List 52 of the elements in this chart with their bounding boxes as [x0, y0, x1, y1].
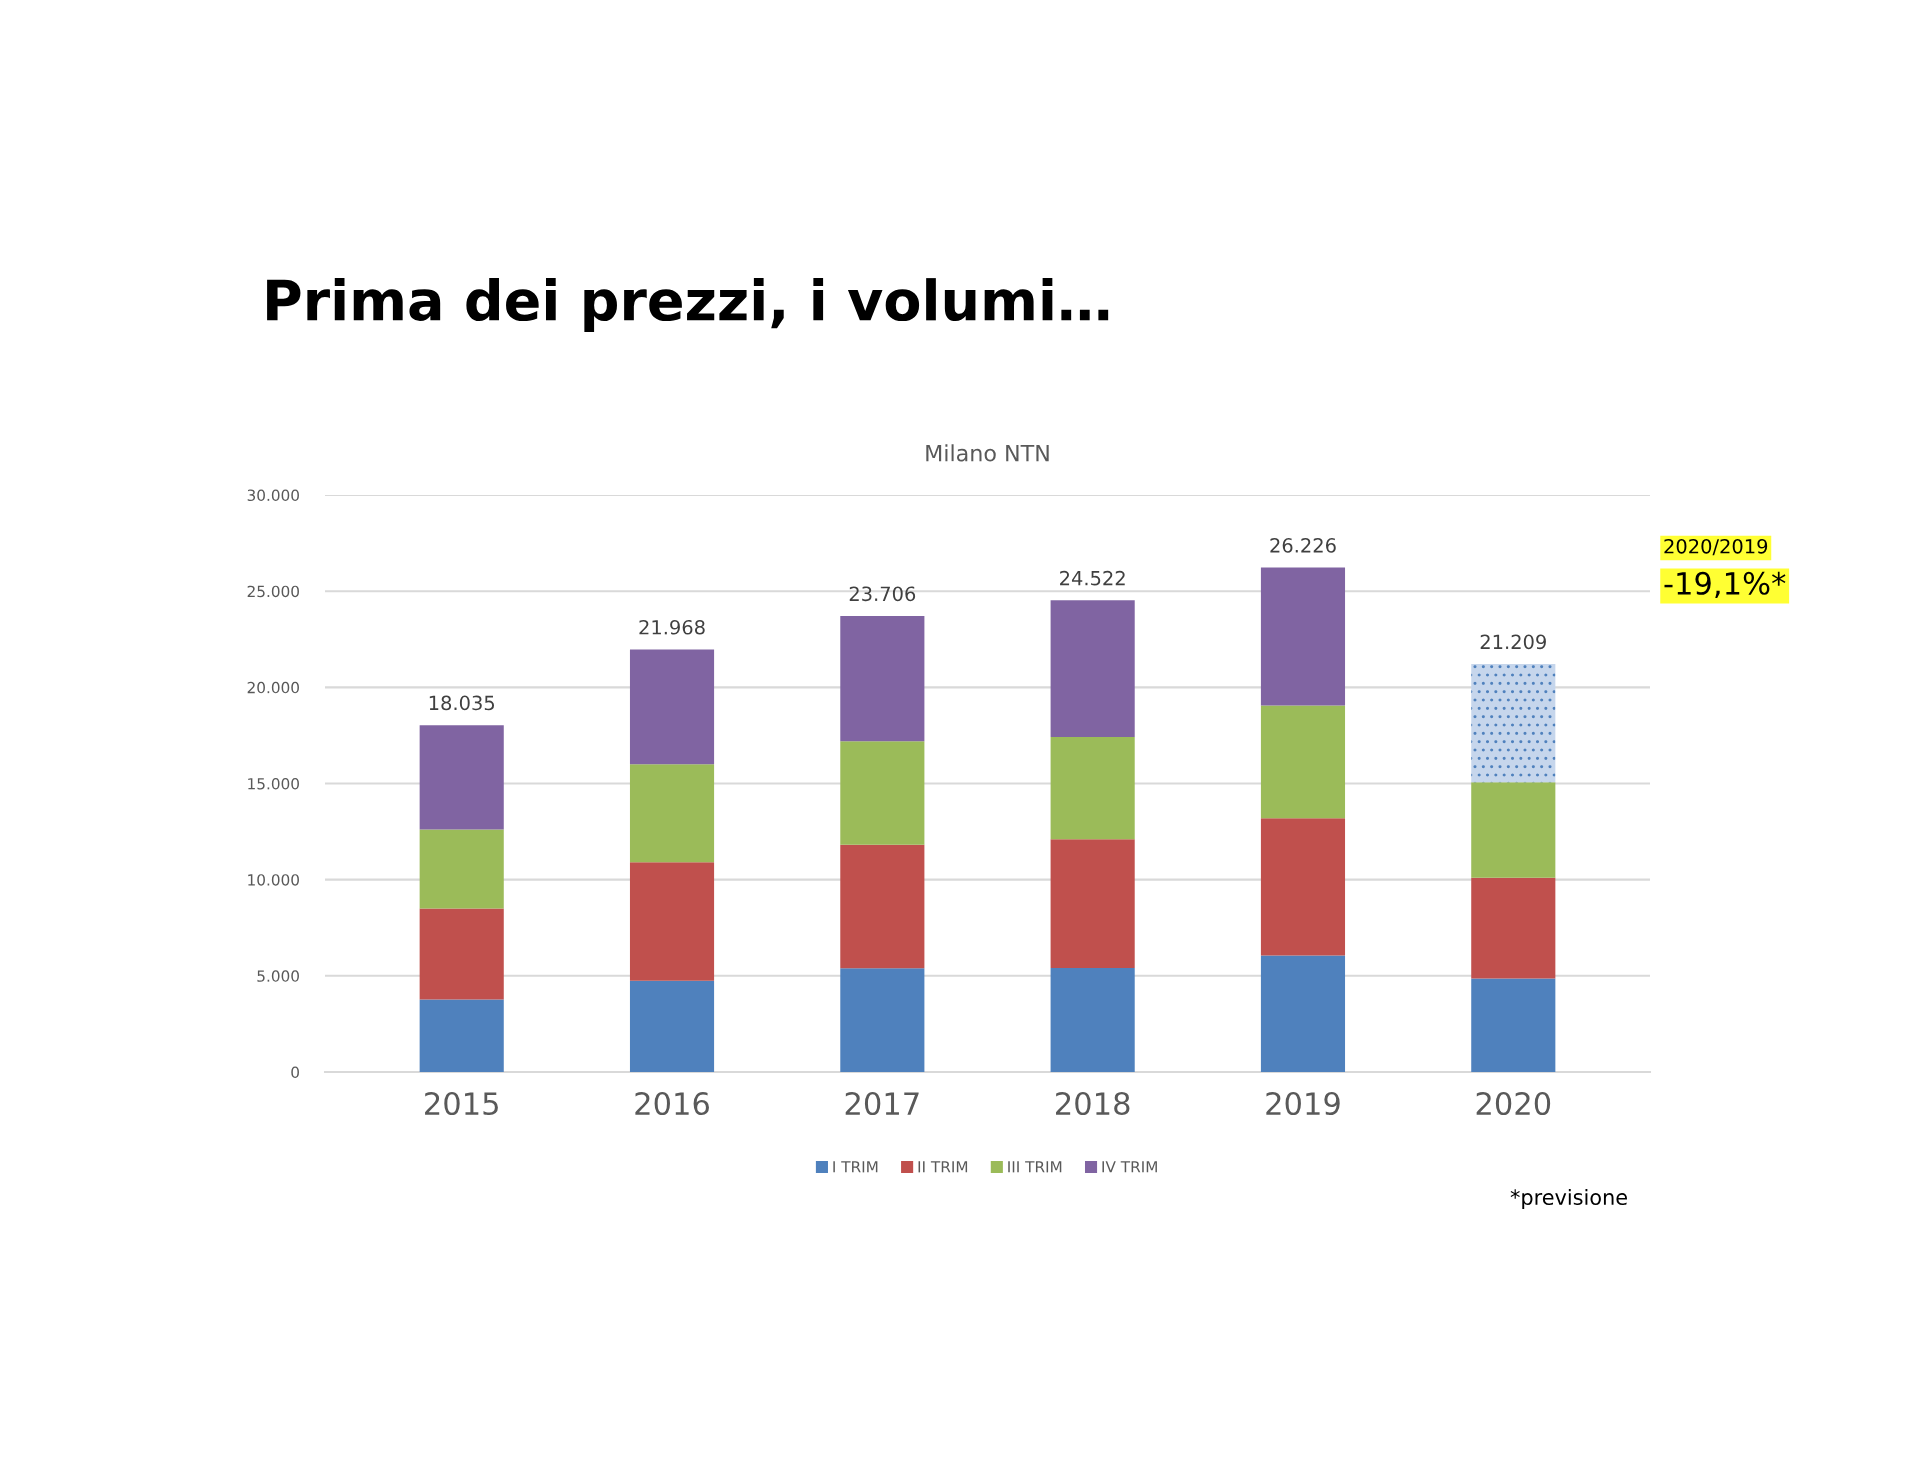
bar [629, 980, 715, 1072]
total-label: 18.035 [429, 695, 495, 711]
y-tick-label: 25.000 [247, 585, 299, 598]
bar [840, 741, 925, 845]
bar [840, 844, 925, 969]
bar [1050, 967, 1135, 1072]
bar [1471, 664, 1556, 783]
bar [1471, 877, 1556, 979]
text: -19,1%* [1664, 571, 1786, 598]
x-tick-label: 2016 [635, 1091, 709, 1116]
bar [1050, 839, 1135, 968]
total-label: 21.968 [639, 619, 705, 635]
bar [629, 862, 715, 981]
x-tick-label: 2015 [425, 1091, 498, 1116]
y-tick-label: 15.000 [248, 777, 299, 790]
legend-label: III TRIM [1008, 1161, 1062, 1173]
y-tick-label: 30.000 [247, 489, 299, 502]
bar [1260, 818, 1346, 956]
bar [629, 649, 715, 765]
bar [1471, 782, 1556, 878]
total-label: 26.226 [1270, 538, 1336, 553]
bar [840, 968, 925, 1072]
bar [840, 616, 925, 742]
bar [1050, 736, 1135, 840]
text: 2020/2019 [1664, 538, 1768, 556]
text: *previsione [1510, 1188, 1627, 1210]
x-tick-label: 2017 [845, 1091, 919, 1116]
total-label: 23.706 [849, 586, 916, 602]
bar [1260, 955, 1346, 1072]
total-label: 21.209 [1480, 634, 1546, 650]
bar [419, 999, 504, 1072]
x-tick-label: 2020 [1476, 1091, 1551, 1116]
bar [419, 829, 504, 909]
bar [1471, 978, 1556, 1072]
bar [1260, 705, 1346, 819]
legend-label: II TRIM [918, 1161, 968, 1173]
y-tick-label: 0 [291, 1066, 299, 1079]
legend-label: I TRIM [833, 1161, 878, 1173]
chart-subtitle: Milano NTN [926, 444, 1049, 462]
bar [419, 908, 504, 1000]
legend-label: IV TRIM [1102, 1161, 1157, 1173]
x-tick-label: 2019 [1266, 1091, 1340, 1116]
x-tick-label: 2018 [1056, 1091, 1130, 1116]
y-tick-label: 20.000 [247, 681, 299, 694]
bar [629, 764, 715, 863]
total-label: 24.522 [1060, 570, 1125, 586]
y-tick-label: 5.000 [257, 970, 299, 982]
bar [419, 725, 504, 830]
bar [1050, 600, 1135, 737]
y-tick-label: 10.000 [248, 874, 299, 886]
chart-title: Prima dei prezzi, i volumi… [267, 278, 1109, 332]
bar [1260, 567, 1346, 706]
